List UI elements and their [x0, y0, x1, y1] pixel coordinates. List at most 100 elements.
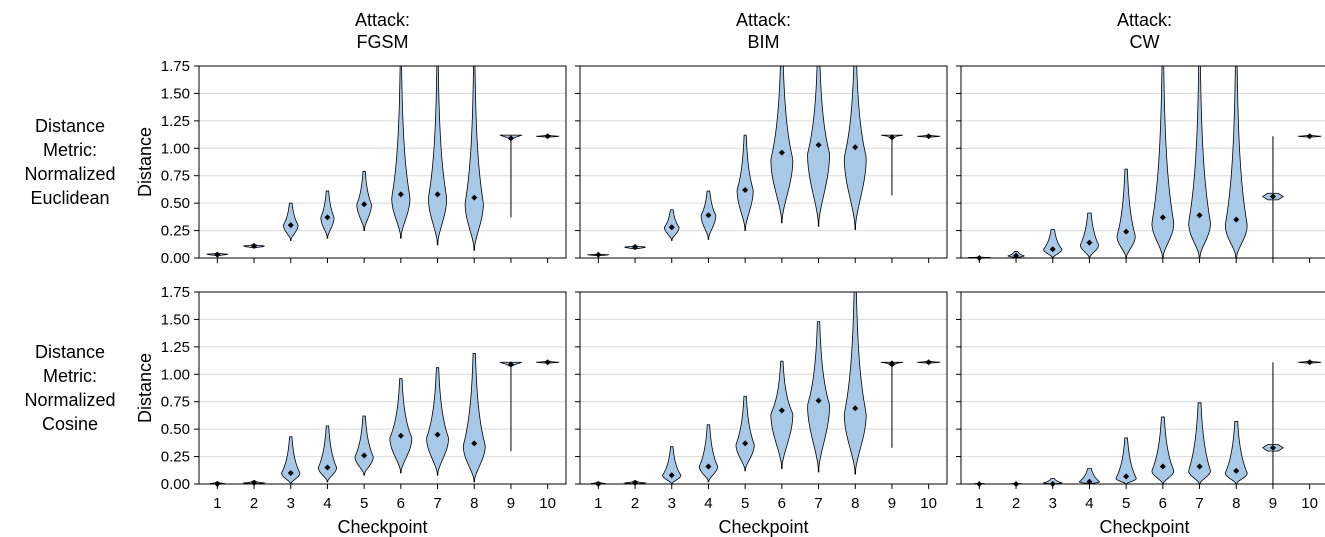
violin	[700, 190, 717, 240]
median-marker	[544, 133, 551, 140]
violin-body	[1224, 65, 1248, 259]
median-marker	[1196, 212, 1203, 219]
violin	[1151, 416, 1175, 485]
column-title-line: Attack:	[1117, 10, 1172, 30]
violin	[428, 65, 448, 246]
axes-frame	[579, 65, 948, 259]
violin-body	[1115, 437, 1137, 485]
median-marker	[397, 191, 404, 198]
median-marker	[544, 359, 551, 366]
violin	[1261, 136, 1284, 258]
x-tick-label: 9	[888, 495, 896, 512]
violin	[916, 133, 941, 140]
median-marker	[324, 214, 331, 221]
violin	[736, 134, 754, 231]
violin	[662, 446, 682, 485]
violin	[206, 251, 229, 258]
violin-body	[317, 425, 338, 483]
violin-body	[281, 436, 301, 485]
median-marker	[214, 251, 221, 258]
y-tick-label: 0.75	[161, 168, 190, 185]
x-tick-label: 7	[433, 495, 441, 512]
column-title-line: BIM	[747, 32, 779, 52]
median-marker	[705, 463, 712, 470]
y-tick-label: 1.25	[161, 113, 190, 130]
violin	[1297, 133, 1322, 140]
median-marker	[742, 440, 749, 447]
x-axis-label: Checkpoint	[337, 517, 427, 537]
violin-body	[462, 353, 486, 483]
x-tick-label: 7	[814, 495, 822, 512]
row-title-line: Distance	[35, 116, 105, 136]
violin	[880, 134, 904, 196]
median-marker	[815, 141, 822, 148]
median-marker	[361, 201, 368, 208]
violin	[843, 291, 867, 475]
violin	[464, 65, 484, 251]
violin	[587, 251, 610, 258]
median-marker	[668, 472, 675, 479]
violin	[1188, 402, 1211, 485]
x-tick-label: 1	[213, 495, 221, 512]
y-tick-label: 0.75	[161, 394, 190, 411]
row-title-line: Normalized	[24, 390, 115, 410]
x-tick-label: 2	[1012, 495, 1020, 512]
violin	[624, 244, 646, 251]
violin	[1079, 212, 1099, 259]
y-tick-label: 1.50	[161, 85, 190, 102]
violin-body	[354, 415, 374, 476]
violin-body	[1043, 229, 1063, 259]
row-title-line: Cosine	[42, 414, 98, 434]
y-tick-label: 0.25	[161, 223, 190, 240]
median-marker	[434, 191, 441, 198]
violin-body	[1188, 65, 1211, 259]
x-tick-label: 7	[1195, 495, 1203, 512]
median-marker	[507, 361, 514, 368]
panel: 0.00 0.25 0.50 0.75 1.00 1.25 1.50 1.75 1 2 3 4 5 6 7 8…	[161, 284, 567, 512]
violin	[1078, 468, 1101, 485]
median-marker	[1049, 246, 1056, 253]
violin-body	[1224, 421, 1248, 485]
x-tick-label: 4	[704, 495, 712, 512]
violin-body	[1151, 416, 1175, 485]
violin	[1043, 229, 1063, 259]
violin	[1115, 437, 1137, 485]
x-tick-label: 8	[851, 495, 859, 512]
violin-body	[356, 170, 372, 231]
violin	[880, 360, 904, 448]
x-tick-label: 10	[920, 495, 937, 512]
median-marker	[595, 251, 602, 258]
median-marker	[471, 440, 478, 447]
violin	[320, 190, 335, 239]
violin	[735, 395, 755, 472]
median-marker	[471, 194, 478, 201]
y-tick-label: 0.50	[161, 195, 190, 212]
x-tick-label: 10	[539, 495, 556, 512]
violin	[1188, 65, 1211, 259]
violin	[1224, 421, 1248, 485]
column-title-line: CW	[1130, 32, 1160, 52]
panel: 0.00 0.25 0.50 0.75 1.00 1.25 1.50 1.75	[161, 58, 567, 267]
x-tick-label: 9	[507, 495, 515, 512]
median-marker	[1086, 478, 1093, 485]
median-marker	[1269, 444, 1276, 451]
violin	[243, 242, 265, 249]
y-tick-label: 0.50	[161, 421, 190, 438]
violin	[664, 209, 680, 241]
violin-body	[426, 367, 449, 476]
x-tick-label: 4	[1085, 495, 1093, 512]
median-marker	[888, 134, 895, 141]
column-title-line: FGSM	[357, 32, 409, 52]
median-marker	[925, 133, 932, 140]
violin	[1042, 478, 1064, 487]
y-tick-label: 1.00	[161, 366, 190, 383]
violin-body	[662, 446, 682, 485]
median-marker	[434, 431, 441, 438]
median-marker	[742, 186, 749, 193]
violin	[535, 359, 560, 366]
median-marker	[852, 405, 859, 412]
violin	[391, 65, 411, 239]
y-tick-label: 0.25	[161, 449, 190, 466]
y-tick-label: 1.75	[161, 284, 190, 301]
violin	[1116, 168, 1136, 259]
